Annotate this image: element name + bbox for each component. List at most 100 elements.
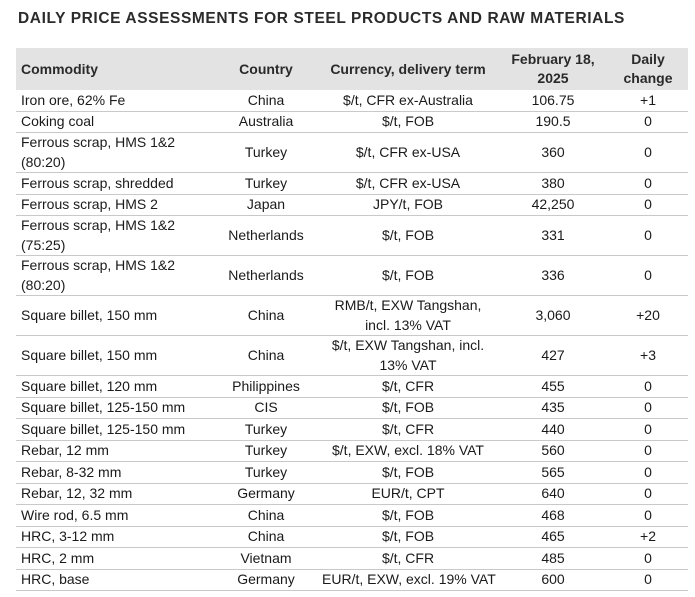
cell-price: 455 xyxy=(541,377,565,394)
cell-change: 0 xyxy=(644,463,652,480)
cell-country: Turkey xyxy=(244,174,288,191)
table-row: Rebar, 12 mm Turkey $/t, EXW, excl. 18% VA… xyxy=(16,440,688,462)
cell-currency: $/t, CFR ex-USA xyxy=(355,174,461,191)
cell-country: Australia xyxy=(238,113,294,129)
cell-change: 0 xyxy=(644,113,652,129)
cell-currency: $/t, CFR xyxy=(381,377,435,394)
cell-price: 427 xyxy=(541,346,565,363)
cell-country: Netherlands xyxy=(228,226,304,243)
cell-currency: JPY/t, FOB xyxy=(372,196,443,212)
cell-change: 0 xyxy=(644,174,652,191)
cell-country: Turkey xyxy=(244,463,288,480)
cell-price: 640 xyxy=(541,485,565,501)
table-row: HRC, 3-12 mm China $/t, FOB 465 +2 xyxy=(16,526,688,548)
cell-change: 0 xyxy=(644,266,652,283)
cell-currency: $/t, FOB xyxy=(381,266,435,283)
cell-commodity: Square billet, 125-150 mm xyxy=(21,399,186,415)
cell-price: 565 xyxy=(541,463,565,480)
price-table: Commodity Country Currency, delivery ter… xyxy=(16,48,688,591)
cell-country: Turkey xyxy=(244,420,288,437)
table-header: Commodity Country Currency, delivery ter… xyxy=(16,48,688,90)
cell-price: 440 xyxy=(541,420,565,437)
cell-price: 42,250 xyxy=(531,196,575,212)
cell-price: 435 xyxy=(541,399,565,415)
cell-change: +2 xyxy=(640,528,656,544)
table-row: Iron ore, 62% Fe China $/t, CFR ex-Austral… xyxy=(16,90,688,111)
cell-price: 336 xyxy=(541,266,565,283)
cell-commodity: Ferrous scrap, HMS 1&2 (75:25) xyxy=(21,217,176,253)
table-row: Ferrous scrap, HMS 2 Japan JPY/t, FOB 42,25… xyxy=(16,194,688,216)
table-row: HRC, base Germany EUR/t, EXW, excl. 19% VA… xyxy=(16,569,688,591)
cell-change: 0 xyxy=(644,196,652,212)
cell-country: China xyxy=(247,506,285,523)
cell-commodity: Coking coal xyxy=(21,113,95,129)
cell-currency: EUR/t, CPT xyxy=(371,485,445,501)
cell-country: Turkey xyxy=(244,143,288,160)
cell-currency: EUR/t, EXW, excl. 19% VAT xyxy=(322,571,496,587)
cell-commodity: Ferrous scrap, HMS 1&2 (80:20) xyxy=(21,134,176,170)
cell-country: Turkey xyxy=(244,442,288,458)
cell-commodity: Ferrous scrap, HMS 2 xyxy=(21,196,158,212)
header-row: Commodity Country Currency, delivery ter… xyxy=(16,48,688,90)
cell-change: 0 xyxy=(644,571,652,587)
table-row: Square billet, 150 mm China $/t, EXW Tangs… xyxy=(16,336,688,376)
cell-change: 0 xyxy=(644,226,652,243)
cell-change: +1 xyxy=(640,91,656,108)
page-title: DAILY PRICE ASSESSMENTS FOR STEEL PRODUC… xyxy=(18,10,625,27)
cell-currency: $/t, FOB xyxy=(381,506,435,523)
cell-currency: $/t, FOB xyxy=(381,113,435,129)
cell-country: Germany xyxy=(237,571,295,587)
cell-commodity: Square billet, 120 mm xyxy=(21,377,158,394)
cell-change: 0 xyxy=(644,485,652,501)
cell-currency: $/t, CFR xyxy=(381,420,435,437)
header-change: Daily change xyxy=(623,51,673,86)
cell-country: Netherlands xyxy=(228,266,304,283)
cell-change: 0 xyxy=(644,377,652,394)
cell-price: 600 xyxy=(541,571,565,587)
cell-currency: $/t, EXW, excl. 18% VAT xyxy=(332,442,484,458)
cell-change: +3 xyxy=(640,346,656,363)
cell-price: 468 xyxy=(541,506,565,523)
table-row: Rebar, 12, 32 mm Germany EUR/t, CPT 640 0 xyxy=(16,483,688,505)
cell-change: 0 xyxy=(644,399,652,415)
table-row: Ferrous scrap, shredded Turkey $/t, CFR ex… xyxy=(16,173,688,194)
cell-currency: $/t, FOB xyxy=(381,463,435,480)
cell-commodity: HRC, base xyxy=(21,571,90,587)
cell-price: 380 xyxy=(541,174,565,191)
cell-currency: $/t, EXW Tangshan, incl. 13% VAT xyxy=(331,337,485,373)
cell-currency: $/t, CFR xyxy=(381,549,435,566)
table-row: Ferrous scrap, HMS 1&2 (75:25) Netherland… xyxy=(16,216,688,256)
cell-country: China xyxy=(247,91,285,108)
table-row: Square billet, 150 mm China RMB/t, EXW Tan… xyxy=(16,296,688,336)
cell-commodity: Square billet, 150 mm xyxy=(21,306,158,323)
cell-commodity: Wire rod, 6.5 mm xyxy=(21,506,129,523)
cell-commodity: HRC, 2 mm xyxy=(21,549,95,566)
cell-currency: $/t, CFR ex-USA xyxy=(355,143,461,160)
cell-currency: RMB/t, EXW Tangshan, incl. 13% VAT xyxy=(334,297,482,333)
cell-country: China xyxy=(247,346,285,363)
table-row: Wire rod, 6.5 mm China $/t, FOB 468 0 xyxy=(16,505,688,526)
cell-change: 0 xyxy=(644,420,652,437)
cell-price: 485 xyxy=(541,549,565,566)
cell-price: 331 xyxy=(541,226,565,243)
cell-change: 0 xyxy=(644,549,652,566)
table-row: Rebar, 8-32 mm Turkey $/t, FOB 565 0 xyxy=(16,462,688,483)
cell-commodity: Rebar, 12 mm xyxy=(21,442,109,458)
cell-commodity: Ferrous scrap, shredded xyxy=(21,174,174,191)
cell-commodity: Rebar, 12, 32 mm xyxy=(21,485,133,501)
cell-change: 0 xyxy=(644,442,652,458)
cell-country: Philippines xyxy=(232,377,300,394)
table-row: Ferrous scrap, HMS 1&2 (80:20) Turkey $/t,… xyxy=(16,133,688,173)
cell-currency: $/t, FOB xyxy=(381,528,435,544)
cell-currency: $/t, FOB xyxy=(381,399,435,415)
cell-currency: $/t, CFR ex-Australia xyxy=(343,91,473,108)
cell-country: CIS xyxy=(254,399,278,415)
cell-change: +20 xyxy=(636,306,660,323)
cell-commodity: Square billet, 150 mm xyxy=(21,346,158,363)
cell-change: 0 xyxy=(644,143,652,160)
cell-currency: $/t, FOB xyxy=(381,226,435,243)
cell-price: 106.75 xyxy=(531,91,575,108)
header-country: Country xyxy=(239,60,293,77)
table-row: HRC, 2 mm Vietnam $/t, CFR 485 0 xyxy=(16,548,688,569)
